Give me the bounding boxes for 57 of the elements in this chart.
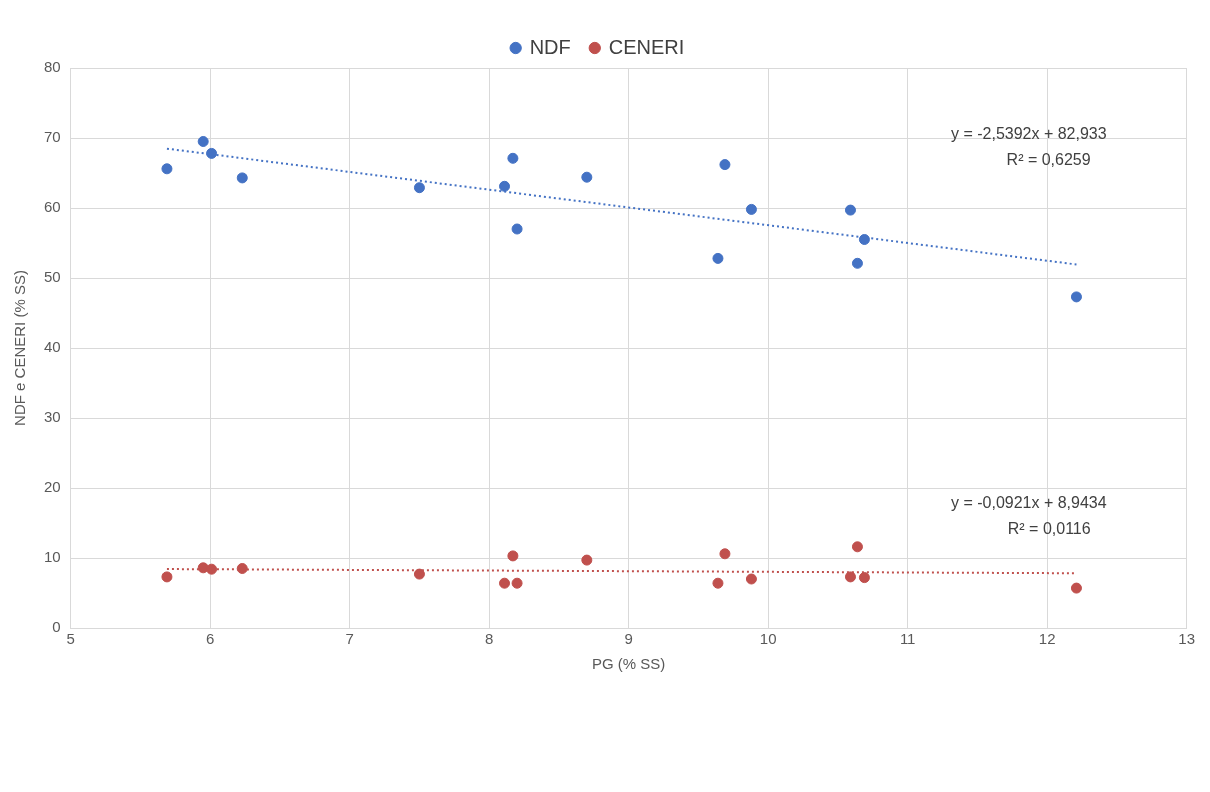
point bbox=[161, 163, 173, 175]
point bbox=[858, 234, 870, 245]
point bbox=[858, 572, 870, 584]
annotation: R² = 0,0116 bbox=[1007, 519, 1091, 537]
point bbox=[511, 577, 523, 589]
x-tick-label: 8 bbox=[485, 630, 494, 648]
x-tick-label: 5 bbox=[66, 630, 75, 648]
point bbox=[581, 171, 593, 183]
point bbox=[844, 571, 856, 583]
y-tick-label: 40 bbox=[44, 338, 61, 356]
point bbox=[745, 203, 757, 215]
y-tick-label: 50 bbox=[44, 268, 61, 286]
point bbox=[511, 223, 523, 235]
y-tick-label: 80 bbox=[44, 58, 61, 76]
annotation: R² = 0,6259 bbox=[1006, 150, 1091, 168]
point bbox=[844, 204, 856, 216]
point bbox=[719, 548, 731, 560]
x-tick-label: 9 bbox=[624, 630, 633, 648]
y-tick-label: 30 bbox=[44, 408, 61, 426]
point bbox=[413, 568, 425, 580]
point bbox=[851, 541, 863, 553]
x-tick-label: 12 bbox=[1038, 630, 1056, 648]
legend-label: NDF bbox=[529, 35, 571, 58]
point bbox=[712, 577, 724, 589]
point bbox=[499, 180, 511, 192]
point bbox=[206, 563, 218, 575]
point bbox=[236, 172, 248, 184]
point bbox=[581, 554, 593, 566]
y-tick-label: 0 bbox=[52, 618, 61, 636]
x-axis-title: PG (% SS) bbox=[591, 655, 666, 673]
y-tick-label: 10 bbox=[44, 548, 61, 566]
point bbox=[507, 550, 519, 562]
point bbox=[712, 252, 724, 264]
y-tick-label: 60 bbox=[44, 198, 61, 216]
x-tick-label: 13 bbox=[1178, 630, 1195, 648]
y-axis-title: NDF e CENERI (% SS) bbox=[11, 270, 29, 426]
y-tick-label: 70 bbox=[44, 128, 61, 146]
y-tick-label: 20 bbox=[44, 478, 61, 496]
point bbox=[719, 159, 731, 171]
point bbox=[1070, 582, 1082, 594]
annotation: y = -2,5392x + 82,933 bbox=[950, 124, 1107, 142]
legend-label: CENERI bbox=[608, 35, 685, 58]
point bbox=[161, 571, 173, 583]
point bbox=[745, 573, 757, 585]
x-tick-label: 6 bbox=[206, 630, 215, 648]
x-tick-label: 7 bbox=[345, 630, 354, 648]
annotation: y = -0,0921x + 8,9434 bbox=[950, 493, 1107, 511]
point bbox=[236, 563, 248, 574]
point bbox=[851, 257, 863, 269]
point bbox=[1070, 291, 1082, 303]
x-tick-label: 10 bbox=[759, 630, 777, 648]
point bbox=[499, 577, 511, 589]
point bbox=[197, 136, 209, 147]
x-tick-label: 11 bbox=[899, 630, 916, 648]
point bbox=[206, 147, 218, 159]
point bbox=[507, 152, 519, 164]
point bbox=[413, 182, 425, 194]
